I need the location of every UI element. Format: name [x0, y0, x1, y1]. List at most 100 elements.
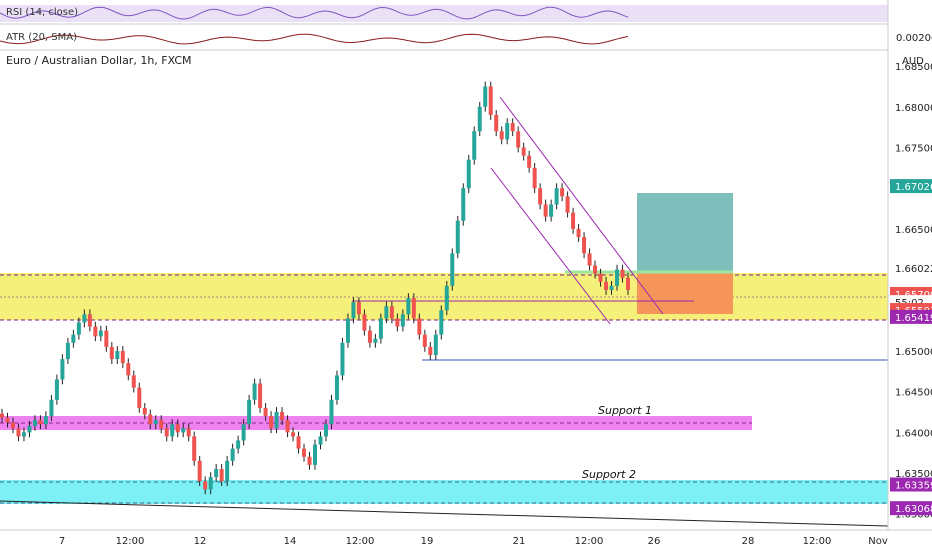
candle-body	[263, 407, 268, 417]
candle-body	[60, 359, 65, 380]
candle-body	[626, 277, 630, 290]
candle-body	[384, 306, 389, 319]
candle-body	[87, 314, 92, 327]
candle-body	[400, 314, 405, 327]
candle-body	[43, 416, 48, 425]
candle-body	[433, 334, 438, 356]
candle-body	[258, 383, 263, 408]
candle-body	[203, 481, 208, 490]
currency-label: AUD	[902, 56, 924, 67]
candle-body	[236, 440, 241, 449]
x-tick-label: 21	[513, 536, 526, 547]
candle-body	[362, 314, 367, 331]
candle-body	[488, 86, 493, 115]
y-tick-label: 1.68500	[895, 62, 932, 73]
support-1-label: Support 1	[598, 404, 652, 417]
candle-body	[170, 424, 175, 437]
candle-body	[521, 147, 526, 156]
price-tag-bg	[890, 309, 932, 324]
candle-body	[516, 131, 521, 148]
candle-body	[378, 318, 383, 339]
chart-title: Euro / Australian Dollar, 1h, FXCM	[6, 54, 192, 67]
candle-body	[76, 322, 81, 335]
candle-body	[560, 188, 565, 197]
candle-body	[406, 298, 411, 315]
price-tag-label: 1.66022	[895, 264, 932, 275]
candle-body	[334, 375, 339, 400]
x-tick-label: 28	[742, 536, 755, 547]
candle-body	[582, 237, 587, 254]
candle-body	[230, 448, 235, 461]
candle-body	[329, 399, 334, 425]
candle-body	[291, 432, 296, 437]
candle-body	[549, 204, 554, 217]
support-2-label: Support 2	[582, 468, 636, 481]
candle-body	[527, 155, 532, 168]
candle-body	[450, 253, 455, 286]
candle-body	[54, 379, 59, 400]
price-tag-label: 1.65419	[895, 313, 932, 324]
candle-body	[27, 425, 32, 433]
price-tag-bg	[890, 260, 932, 275]
y-tick-label: 1.64000	[895, 428, 932, 439]
y-tick-label: 1.63000	[895, 510, 932, 521]
candle-body	[604, 281, 609, 290]
candle-body	[461, 188, 466, 221]
candle-body	[428, 346, 433, 356]
candle-body	[38, 420, 43, 425]
candle-body	[565, 196, 570, 213]
candle-body	[609, 285, 614, 290]
y-tick-label: 1.64500	[895, 388, 932, 399]
y-tick-label: 1.63500	[895, 469, 932, 480]
candle-body	[587, 253, 592, 266]
candle-body	[5, 417, 10, 423]
candle-body	[21, 432, 26, 437]
candle-body	[120, 350, 125, 364]
candle-body	[351, 302, 356, 319]
candle-body	[71, 334, 76, 343]
atr-line	[0, 33, 629, 45]
candle-body	[269, 416, 274, 429]
candle-body	[16, 428, 21, 437]
candle-body	[505, 123, 510, 140]
candle-body	[307, 456, 312, 465]
candle-body	[444, 285, 449, 311]
candle-body	[65, 342, 70, 360]
candle-body	[395, 318, 400, 327]
candle-body	[422, 334, 427, 347]
candle-body	[554, 188, 559, 205]
rsi-label: RSI (14, close)	[6, 7, 78, 18]
candle-body	[367, 330, 372, 343]
candle-body	[285, 420, 290, 433]
candle-body	[373, 338, 378, 343]
candle-body	[323, 424, 328, 437]
candle-body	[571, 212, 576, 229]
price-tag-label: 1.67026	[895, 182, 932, 193]
candle-body	[214, 468, 219, 478]
channel-lower	[490, 167, 611, 325]
candle-body	[115, 350, 120, 360]
candle-body	[543, 204, 548, 217]
y-tick-label: 1.65000	[895, 347, 932, 358]
candle-body	[532, 167, 537, 189]
long-trend-line	[0, 500, 889, 527]
y-tick-labels: 1.68500 1.68000 1.67500 1.66500 1.65000 1.645…	[895, 62, 932, 521]
rsi-band	[0, 5, 888, 22]
candle-body	[466, 159, 471, 189]
atr-tick-label: 0.00200	[896, 33, 932, 44]
candle-body	[472, 131, 477, 160]
candle-body	[153, 420, 158, 425]
candle-body	[186, 428, 191, 437]
candle-body	[345, 318, 350, 343]
candle-body	[483, 86, 488, 107]
x-tick-label: 12:00	[575, 536, 604, 547]
candle-body	[0, 413, 4, 418]
candle-body	[411, 298, 416, 319]
candle-body	[477, 106, 482, 132]
candle-body	[494, 114, 499, 132]
candle-body	[104, 330, 109, 347]
channel-upper	[499, 96, 664, 315]
candle-body	[82, 314, 87, 323]
